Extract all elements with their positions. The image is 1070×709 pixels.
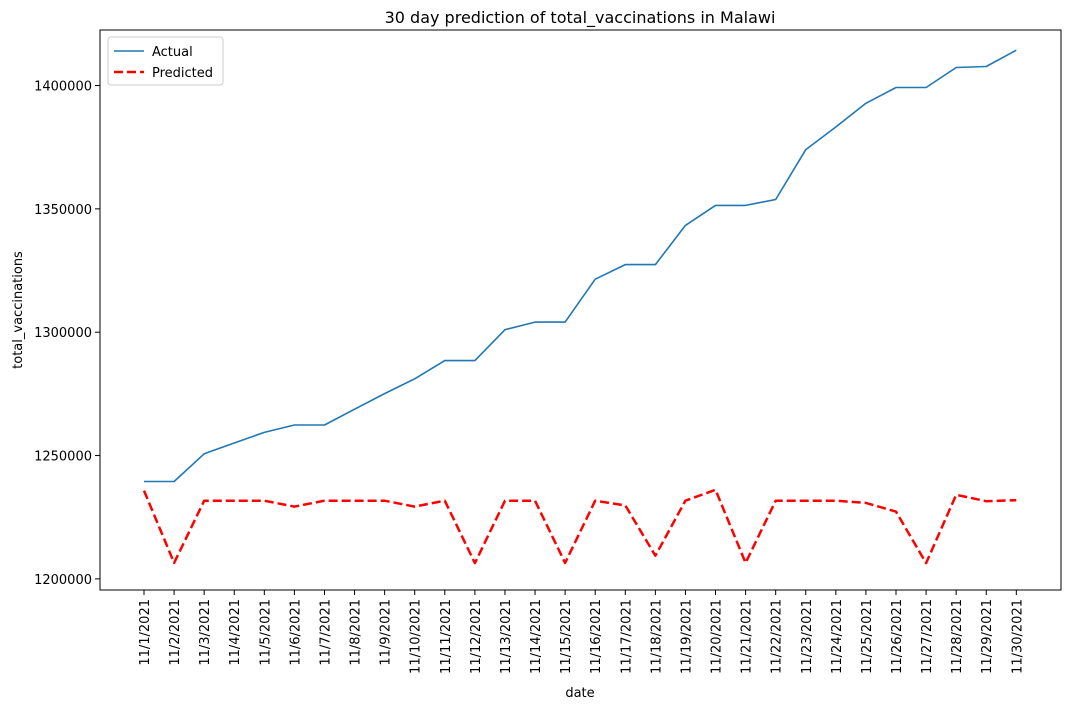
x-tick-label: 11/11/2021 bbox=[439, 599, 454, 674]
y-tick-label: 1300000 bbox=[34, 326, 92, 341]
x-tick-label: 11/25/2021 bbox=[860, 599, 875, 674]
plot-frame bbox=[99, 29, 1062, 591]
x-tick-label: 11/4/2021 bbox=[228, 599, 243, 666]
x-tick-label: 11/9/2021 bbox=[379, 599, 394, 666]
legend-box bbox=[107, 36, 224, 86]
x-tick-label: 11/21/2021 bbox=[740, 599, 755, 674]
x-tick-label: 11/30/2021 bbox=[1010, 599, 1025, 674]
y-tick-label: 1400000 bbox=[34, 80, 92, 95]
chart-title: 30 day prediction of total_vaccinations … bbox=[385, 8, 776, 28]
y-tick-label: 1200000 bbox=[34, 573, 92, 588]
x-tick-label: 11/12/2021 bbox=[469, 599, 484, 674]
x-tick-label: 11/1/2021 bbox=[138, 599, 153, 666]
x-tick-label: 11/8/2021 bbox=[349, 599, 364, 666]
x-axis: 11/1/2021 11/2/2021 11/3/2021 11/4/2021 11/5… bbox=[138, 590, 1025, 674]
y-axis: 1200000 1250000 1300000 1350000 1400000 bbox=[34, 80, 100, 588]
x-tick-label: 11/27/2021 bbox=[920, 599, 935, 674]
x-tick-label: 11/26/2021 bbox=[890, 599, 905, 674]
legend-label-predicted: Predicted bbox=[152, 66, 213, 81]
x-tick-label: 11/16/2021 bbox=[589, 599, 604, 674]
series-line-actual bbox=[144, 49, 1017, 483]
x-tick-label: 11/5/2021 bbox=[258, 599, 273, 666]
x-tick-label: 11/28/2021 bbox=[950, 599, 965, 674]
x-tick-label: 11/18/2021 bbox=[649, 599, 664, 674]
x-tick-label: 11/29/2021 bbox=[980, 599, 995, 674]
x-tick-label: 11/6/2021 bbox=[288, 599, 303, 666]
plot-area bbox=[142, 49, 1017, 565]
x-tick-label: 11/23/2021 bbox=[800, 599, 815, 674]
x-tick-label: 11/13/2021 bbox=[499, 599, 514, 674]
legend: Actual Predicted bbox=[107, 36, 224, 86]
x-tick-label: 11/10/2021 bbox=[409, 599, 424, 674]
y-tick-label: 1350000 bbox=[34, 203, 92, 218]
x-tick-label: 11/17/2021 bbox=[619, 599, 634, 674]
series-line-predicted bbox=[142, 488, 1017, 565]
x-tick-label: 11/15/2021 bbox=[559, 599, 574, 674]
x-tick-label: 11/3/2021 bbox=[198, 599, 213, 666]
x-tick-label: 11/20/2021 bbox=[710, 599, 725, 674]
y-tick-label: 1250000 bbox=[34, 450, 92, 465]
x-tick-label: 11/19/2021 bbox=[679, 599, 694, 674]
x-tick-label: 11/7/2021 bbox=[318, 599, 333, 666]
y-axis-label: total_vaccinations bbox=[11, 251, 26, 369]
x-tick-label: 11/14/2021 bbox=[529, 599, 544, 674]
x-tick-label: 11/2/2021 bbox=[168, 599, 183, 666]
x-tick-label: 11/24/2021 bbox=[830, 599, 845, 674]
x-tick-label: 11/22/2021 bbox=[770, 599, 785, 674]
x-axis-label: date bbox=[565, 686, 594, 701]
legend-label-actual: Actual bbox=[152, 45, 193, 60]
